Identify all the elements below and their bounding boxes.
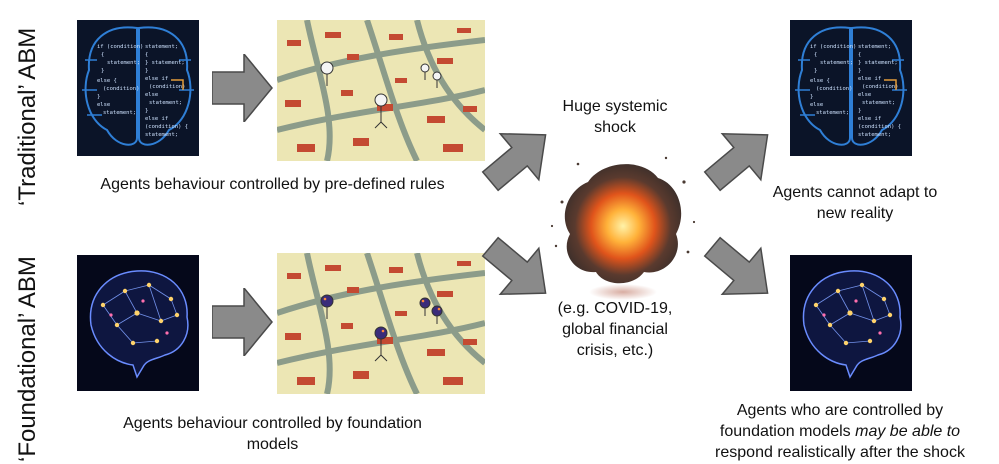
svg-text:}: } [145, 68, 148, 74]
svg-text:else if: else if [858, 116, 881, 122]
svg-text:else: else [97, 102, 110, 108]
svg-text:(condition): (condition) [816, 86, 852, 92]
svg-text:statement;: statement; [103, 110, 136, 116]
svg-text:else: else [858, 92, 871, 98]
svg-text:statement;: statement; [107, 60, 140, 66]
svg-text:(condition): (condition) [103, 86, 139, 92]
svg-text:statement;: statement; [145, 132, 178, 138]
shock-examples: (e.g. COVID-19, global financial crisis,… [557, 300, 673, 359]
svg-text:statement;: statement; [145, 44, 178, 50]
outcome-line-2: foundation models may be able to [690, 421, 990, 442]
svg-text:}: } [810, 94, 813, 100]
row-label-traditional: ‘Traditional’ ABM [14, 27, 41, 206]
row-label-foundational: ‘Foundational’ ABM [14, 256, 41, 462]
svg-text:else {: else { [810, 78, 830, 84]
code-brain-image-traditional: if (condition) { statement; } else { (co… [77, 20, 199, 156]
city-map-illustration-foundational [277, 253, 485, 394]
svg-text:statement;: statement; [858, 132, 891, 138]
svg-text:} statement;: } statement; [858, 60, 898, 66]
outcome-line-2-emphasis: may be able to [855, 423, 961, 440]
arrow-shock-to-bottom-outcome [703, 236, 769, 296]
explosion-image [550, 156, 696, 300]
svg-text:{: { [101, 52, 104, 58]
neural-brain-image-outcome [790, 255, 912, 391]
city-map-illustration [277, 20, 485, 161]
svg-text:statement;: statement; [858, 44, 891, 50]
caption-foundational: Agents behaviour controlled by foundatio… [123, 415, 422, 453]
svg-text:}: } [101, 68, 104, 74]
svg-text:statement;: statement; [862, 100, 895, 106]
svg-text:{: { [145, 52, 148, 58]
arrow-bottom-map-to-shock [481, 236, 547, 296]
svg-text:}: } [814, 68, 817, 74]
code-brain-illustration: if (condition) { statement; } else { (co… [82, 26, 194, 146]
neural-brain-image-foundational [77, 255, 199, 391]
svg-text:}: } [858, 68, 861, 74]
svg-text:statement;: statement; [820, 60, 853, 66]
svg-text:else if: else if [858, 76, 881, 82]
svg-text:else: else [810, 102, 823, 108]
agent-figures [320, 61, 442, 129]
svg-text:if (condition): if (condition) [810, 44, 856, 50]
svg-text:}: } [97, 94, 100, 100]
caption-traditional: Agents behaviour controlled by pre-defin… [100, 176, 445, 193]
svg-text:else {: else { [97, 78, 117, 84]
svg-text:{: { [814, 52, 817, 58]
svg-text:}: } [145, 108, 148, 114]
shock-title: Huge systemic shock [562, 98, 668, 136]
caption-traditional-outcome: Agents cannot adapt to new reality [772, 184, 938, 222]
city-map-image-foundational [277, 253, 485, 394]
outcome-line-1: Agents who are controlled by [736, 402, 944, 419]
outcome-line-2-text: foundation models [719, 423, 856, 440]
svg-text:}: } [858, 108, 861, 114]
arrow-shock-to-top-outcome [703, 132, 769, 192]
svg-text:else if: else if [145, 76, 168, 82]
svg-text:else if: else if [145, 116, 168, 122]
svg-text:statement;: statement; [149, 100, 182, 106]
svg-text:(condition): (condition) [862, 84, 898, 90]
svg-text:if (condition): if (condition) [97, 44, 143, 50]
caption-foundational-outcome: Agents who are controlled by foundation … [690, 400, 990, 463]
code-brain-image-outcome: if (condition) { statement; } else { (co… [790, 20, 912, 156]
arrow-brain-to-map-bottom [212, 288, 273, 356]
svg-text:else: else [145, 92, 158, 98]
neural-brain-illustration-outcome [802, 270, 902, 379]
city-map-image-traditional [277, 20, 485, 161]
outcome-line-3: respond realistically after the shock [715, 444, 965, 461]
svg-text:(condition): (condition) [149, 84, 185, 90]
svg-text:(condition) {: (condition) { [145, 124, 188, 130]
neural-brain-illustration [89, 270, 189, 379]
svg-text:statement;: statement; [816, 110, 849, 116]
arrow-top-map-to-shock [481, 132, 547, 192]
svg-text:{: { [858, 52, 861, 58]
arrow-code-to-map-top [212, 54, 273, 122]
svg-text:} statement;: } statement; [145, 60, 185, 66]
svg-text:(condition) {: (condition) { [858, 124, 901, 130]
code-brain-illustration-outcome: if (condition) { statement; } else { (co… [795, 26, 907, 146]
